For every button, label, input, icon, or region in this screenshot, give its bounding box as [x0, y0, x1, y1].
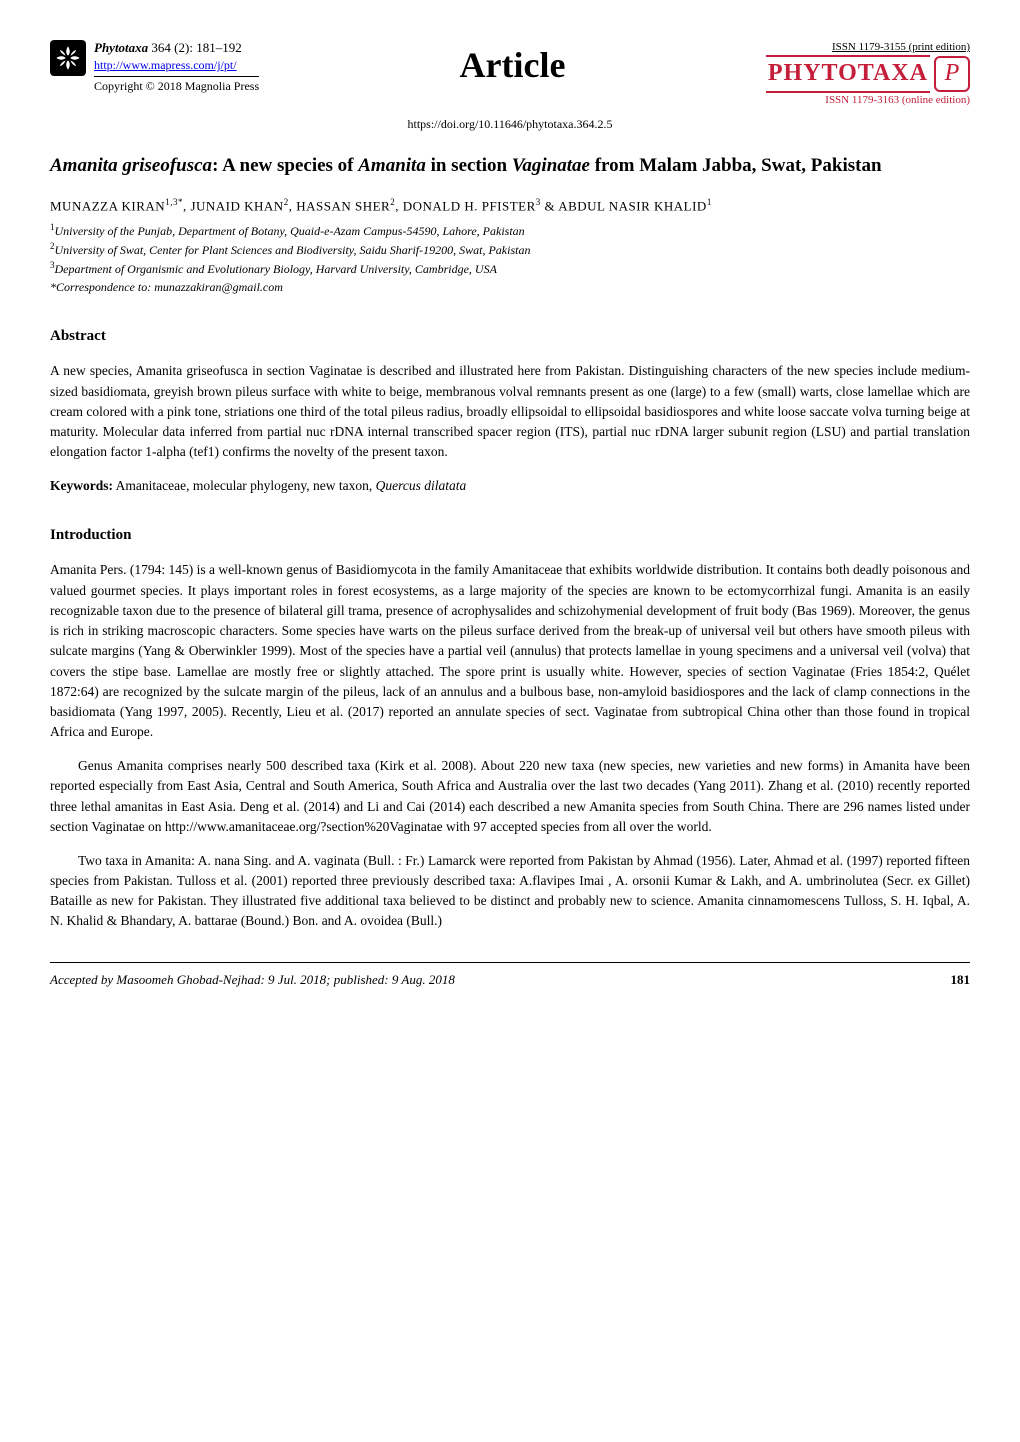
title-species3: Vaginatae: [512, 155, 590, 176]
issn-print: ISSN 1179-3155 (print edition): [766, 40, 970, 55]
author1-sup: 1,3*: [165, 197, 183, 207]
phytotaxa-logo: PHYTOTAXA P: [766, 55, 970, 93]
footer-page: 181: [951, 971, 971, 989]
header-right: ISSN 1179-3155 (print edition) PHYTOTAXA…: [766, 40, 970, 108]
journal-info: Phytotaxa 364 (2): 181–192 http://www.ma…: [94, 40, 259, 94]
keywords: Keywords: Amanitaceae, molecular phyloge…: [50, 477, 970, 496]
doi: https://doi.org/10.11646/phytotaxa.364.2…: [50, 116, 970, 133]
title-text2: in section: [426, 155, 512, 176]
aff1: University of the Punjab, Department of …: [55, 224, 525, 238]
phytotaxa-text: PHYTOTAXA: [766, 55, 930, 93]
title-text1: : A new species of: [212, 155, 358, 176]
article-label: Article: [460, 40, 566, 90]
introduction-body: Amanita Pers. (1794: 145) is a well-know…: [50, 560, 970, 931]
author1: MUNAZZA KIRAN: [50, 198, 165, 213]
footer: Accepted by Masoomeh Ghobad-Nejhad: 9 Ju…: [50, 962, 970, 989]
affiliations: 1University of the Punjab, Department of…: [50, 221, 970, 296]
intro-p1: Amanita Pers. (1794: 145) is a well-know…: [50, 560, 970, 742]
correspondence: *Correspondence to: munazzakiran@gmail.c…: [50, 278, 970, 296]
abstract-text: A new species, Amanita griseofusca in se…: [50, 361, 970, 462]
issn-online: ISSN 1179-3163 (online edition): [766, 93, 970, 108]
title-species1: Amanita griseofusca: [50, 155, 212, 176]
header-left: Phytotaxa 364 (2): 181–192 http://www.ma…: [50, 40, 259, 94]
aff3: Department of Organismic and Evolutionar…: [55, 262, 497, 276]
journal-title: Phytotaxa: [94, 40, 148, 55]
authors: MUNAZZA KIRAN1,3*, JUNAID KHAN2, HASSAN …: [50, 196, 970, 216]
author2: , JUNAID KHAN: [183, 198, 284, 213]
intro-p3: Two taxa in Amanita: A. nana Sing. and A…: [50, 851, 970, 932]
keywords-label: Keywords:: [50, 478, 113, 493]
header-row: Phytotaxa 364 (2): 181–192 http://www.ma…: [50, 40, 970, 108]
copyright: Copyright © 2018 Magnolia Press: [94, 76, 259, 95]
volume-issue: 364 (2): 181–192: [151, 40, 241, 55]
title-text3: from Malam Jabba, Swat, Pakistan: [590, 155, 882, 176]
author4: , DONALD H. PFISTER: [395, 198, 536, 213]
title-species2: Amanita: [358, 155, 426, 176]
author5-sup: 1: [707, 197, 712, 207]
keywords-italic: Quercus dilatata: [376, 478, 467, 493]
author5: & ABDUL NASIR KHALID: [541, 198, 707, 213]
abstract-heading: Abstract: [50, 326, 970, 347]
introduction-heading: Introduction: [50, 525, 970, 546]
p-badge-icon: P: [934, 56, 970, 92]
aff2: University of Swat, Center for Plant Sci…: [55, 243, 531, 257]
journal-url[interactable]: http://www.mapress.com/j/pt/: [94, 58, 237, 72]
footer-accepted: Accepted by Masoomeh Ghobad-Nejhad: 9 Ju…: [50, 971, 455, 989]
intro-p2: Genus Amanita comprises nearly 500 descr…: [50, 756, 970, 837]
flower-logo-icon: [50, 40, 86, 76]
article-title: Amanita griseofusca: A new species of Am…: [50, 153, 970, 180]
keywords-text: Amanitaceae, molecular phylogeny, new ta…: [113, 478, 376, 493]
author3: , HASSAN SHER: [289, 198, 391, 213]
